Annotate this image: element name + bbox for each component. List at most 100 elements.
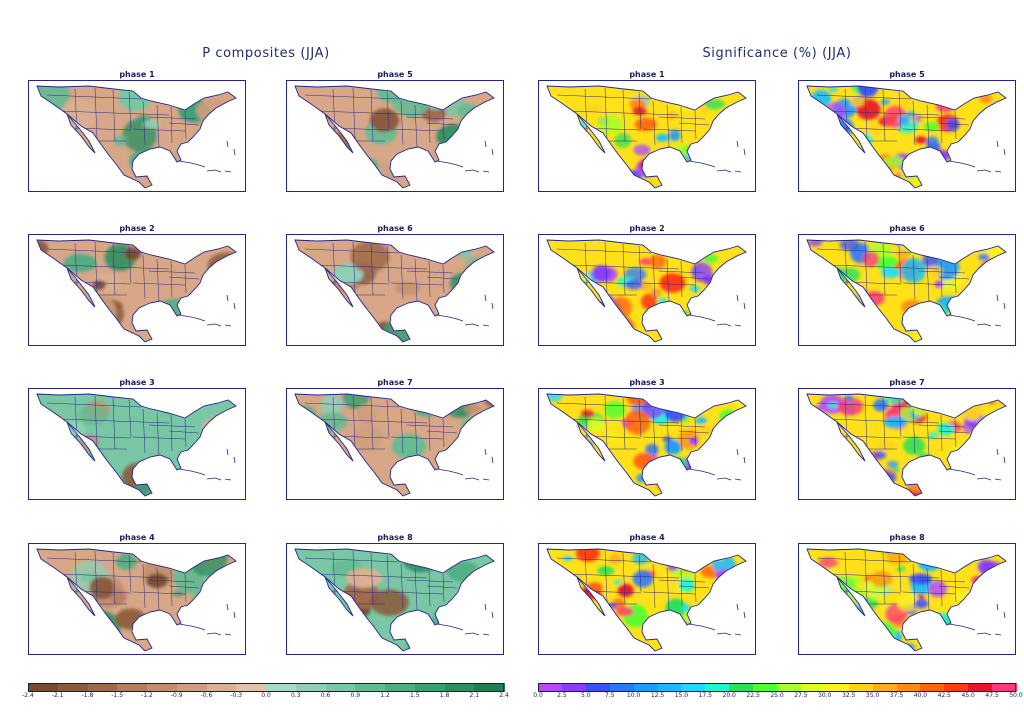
island: [948, 314, 976, 322]
field-blob: [576, 135, 590, 149]
colorbar-tick-label: 1.2: [380, 692, 390, 699]
state-border: [912, 408, 916, 454]
island: [206, 323, 222, 327]
colorbar-tick-label: 47.5: [985, 692, 999, 699]
panel-title: phase 3: [629, 378, 665, 387]
field-blob: [192, 588, 220, 611]
field-blob: [870, 468, 882, 476]
panel-title: phase 4: [119, 533, 155, 542]
state-border: [882, 243, 886, 296]
field-blob: [837, 299, 848, 305]
field-blob: [844, 395, 854, 402]
field-blob: [571, 607, 582, 613]
panel-map: [798, 543, 1016, 655]
island: [482, 170, 490, 173]
colorbar-tick-label: -0.6: [200, 692, 213, 699]
field-blob: [981, 155, 997, 169]
field-blob: [688, 147, 703, 160]
coastline: [294, 239, 495, 343]
field-blob: [580, 409, 595, 418]
field-blob: [1000, 467, 1006, 475]
field-blob: [584, 332, 598, 340]
field-blob: [914, 598, 928, 609]
state-border: [352, 550, 356, 603]
field-blob: [37, 280, 50, 289]
panel-title: phase 2: [119, 224, 155, 233]
field-blob: [999, 482, 1006, 493]
colorbar-segment: [355, 683, 386, 692]
colorbar-segment: [266, 683, 297, 692]
composite-panel-phase-7: phase 7: [286, 378, 504, 501]
field-blob: [831, 621, 845, 629]
colorbar-segment: [236, 683, 267, 692]
island: [743, 148, 746, 156]
island: [736, 140, 739, 148]
island: [464, 323, 480, 327]
field-blob: [942, 326, 959, 336]
panel-title: phase 2: [629, 224, 665, 233]
coastline: [546, 548, 747, 652]
colorbar-segment: [944, 683, 969, 692]
field-blob: [810, 177, 833, 188]
state-border: [142, 254, 146, 300]
island: [436, 314, 464, 322]
state-border: [132, 591, 186, 595]
island: [482, 324, 490, 327]
field-blob: [917, 159, 933, 169]
significance-panel-phase-5: phase 5: [798, 70, 1016, 193]
state-border: [680, 260, 683, 298]
field-blob: [807, 271, 833, 289]
field-blob: [698, 455, 716, 468]
state-border: [666, 567, 670, 611]
field-blob: [899, 99, 911, 108]
field-blob: [735, 127, 746, 140]
colorbar-tick-label: 2.4: [499, 692, 509, 699]
field-blob: [187, 484, 214, 496]
field-blob: [699, 394, 721, 404]
field-blob: [370, 108, 400, 133]
field-blob: [684, 240, 699, 248]
state-border: [902, 591, 956, 595]
island: [178, 468, 206, 476]
field-blob: [915, 136, 928, 144]
island: [224, 324, 232, 327]
colorbar-tick-label: 12.5: [650, 692, 665, 699]
panel-map: [798, 234, 1016, 346]
field-blob: [678, 578, 695, 593]
field-blob: [589, 167, 603, 178]
colorbar-tick-label: 50.0: [1009, 692, 1023, 699]
field-blob: [320, 394, 343, 416]
island: [736, 603, 739, 611]
state-border: [94, 395, 98, 448]
composite-panel-phase-6: phase 6: [286, 224, 504, 347]
field-blob: [295, 146, 324, 172]
field-blob: [327, 483, 366, 496]
field-blob: [63, 253, 97, 272]
coastline: [806, 548, 1007, 652]
field-blob: [203, 435, 218, 442]
field-blob: [443, 301, 476, 319]
state-border: [426, 430, 458, 434]
state-border: [666, 258, 670, 302]
state-border: [370, 552, 374, 605]
field-blob: [650, 288, 662, 299]
field-blob: [551, 434, 576, 458]
field-blob: [912, 325, 936, 342]
field-blob: [597, 115, 623, 134]
field-blob: [438, 482, 466, 496]
island: [688, 160, 716, 168]
field-blob: [570, 125, 579, 132]
field-blob: [328, 315, 359, 340]
colorbar-segment: [561, 683, 587, 692]
field-blob: [600, 328, 618, 342]
state-border: [642, 128, 696, 132]
field-blob: [891, 646, 900, 651]
field-blob: [436, 124, 470, 149]
island: [226, 448, 229, 456]
composite-map-phase-5: [294, 85, 495, 189]
state-border: [940, 106, 943, 144]
island: [491, 611, 494, 619]
significance-panel-phase-2: phase 2: [538, 224, 756, 347]
field-blob: [811, 311, 836, 330]
field-blob: [212, 581, 228, 591]
